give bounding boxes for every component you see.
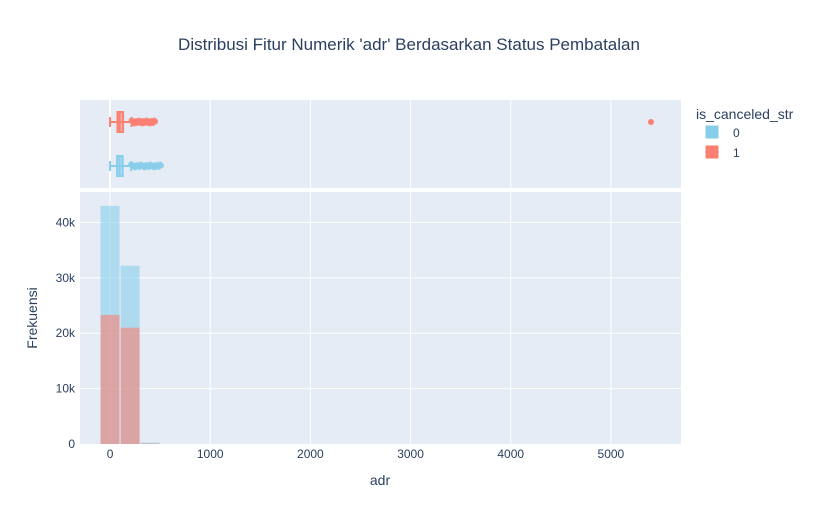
y-tick-label-3: 30k <box>56 271 76 285</box>
x-tick-label-4: 4000 <box>497 447 524 461</box>
outlier-point-1-22 <box>152 118 159 125</box>
legend-label-0: 0 <box>733 126 740 140</box>
histogram-gridlines <box>80 192 681 444</box>
boxplot-panel <box>80 100 681 188</box>
histogram-panel <box>80 192 681 444</box>
x-tick-label-2: 2000 <box>297 447 324 461</box>
legend[interactable]: is_canceled_str 0 1 <box>696 106 794 160</box>
legend-swatch-0 <box>705 125 719 139</box>
far-outlier-point-1 <box>647 119 654 125</box>
y-axis-ticks: 0 10k 20k 30k 40k <box>56 215 76 451</box>
x-axis-ticks: 0 1000 2000 3000 4000 5000 <box>107 447 625 461</box>
bar-series-1-bin-2 <box>140 443 160 444</box>
x-tick-label-3: 3000 <box>397 447 424 461</box>
x-axis-label: adr <box>370 472 391 488</box>
legend-swatch-1 <box>705 145 719 159</box>
boxplot-marks <box>109 111 654 177</box>
bar-series-1-bin-0 <box>100 314 120 444</box>
legend-item-0[interactable]: 0 <box>705 125 740 140</box>
y-tick-label-1: 10k <box>56 382 76 396</box>
legend-item-1[interactable]: 1 <box>705 145 740 160</box>
bar-series-0-bin-2 <box>140 442 160 444</box>
chart-title: Distribusi Fitur Numerik 'adr' Berdasark… <box>178 35 640 54</box>
y-tick-label-2: 20k <box>56 326 76 340</box>
boxplot-series-1 <box>109 111 654 133</box>
y-tick-label-4: 40k <box>56 215 76 229</box>
legend-label-1: 1 <box>733 146 740 160</box>
y-tick-label-0: 0 <box>68 437 75 451</box>
outlier-point-0-22 <box>158 162 165 169</box>
x-tick-label-5: 5000 <box>598 447 625 461</box>
y-axis-label: Frekuensi <box>24 287 40 348</box>
bar-series-1-bin-1 <box>120 327 140 444</box>
x-tick-label-1: 1000 <box>197 447 224 461</box>
legend-title: is_canceled_str <box>696 106 794 122</box>
x-tick-label-0: 0 <box>107 447 114 461</box>
boxplot-series-0 <box>109 155 165 177</box>
boxplot-gridlines <box>109 100 612 188</box>
histogram-bars <box>100 205 160 444</box>
